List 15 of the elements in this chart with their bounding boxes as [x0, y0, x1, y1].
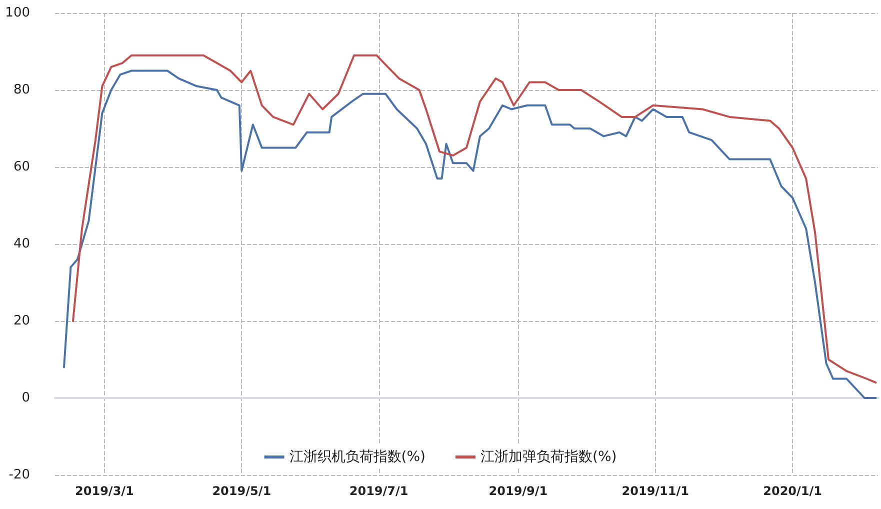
y-tick-label: 40 [13, 236, 30, 252]
y-tick-label: 20 [13, 314, 30, 328]
y-tick-label: 100 [5, 6, 30, 20]
y-tick-label: 80 [13, 82, 30, 98]
y-tick-label: 0 [22, 390, 30, 406]
x-tick-label: 2020/1/1 [763, 484, 822, 498]
x-tick-label: 2019/3/1 [75, 484, 134, 498]
x-tick-label: 2019/9/1 [488, 484, 548, 498]
legend-label: 江浙织机负荷指数(%) [289, 449, 426, 465]
legend-label: 江浙加弹负荷指数(%) [480, 449, 617, 465]
y-tick-label: 60 [13, 160, 30, 174]
y-tick-label: -20 [8, 468, 30, 482]
x-tick-label: 2019/5/1 [212, 484, 272, 498]
x-tick-label: 2019/7/1 [349, 484, 408, 498]
x-tick-label: 2019/11/1 [622, 484, 689, 498]
